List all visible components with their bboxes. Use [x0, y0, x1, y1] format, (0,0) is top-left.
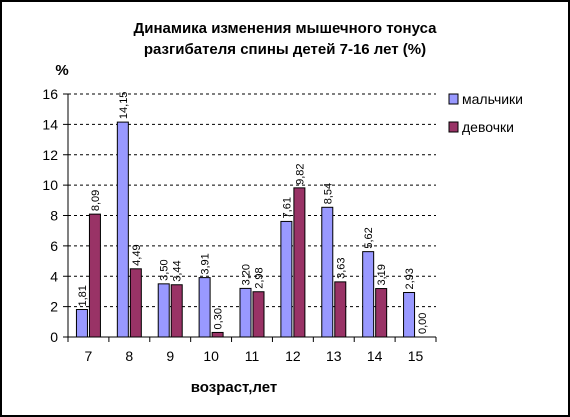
y-tick-label: 2: [50, 299, 58, 315]
data-label-boys-10: 3,91: [200, 253, 212, 274]
x-tick-label: 13: [326, 348, 342, 364]
legend-label-boys: мальчики: [462, 91, 523, 107]
bar-boys-7: [75, 309, 88, 338]
y-tick-label: 8: [50, 208, 58, 224]
x-tick-labels: 7 8 9 10 11 12 13 14 15: [85, 348, 424, 364]
bar-boys-11: [239, 287, 252, 338]
bar-girls-11: [252, 291, 265, 338]
legend: мальчики девочки: [448, 91, 523, 135]
x-tick-label: 12: [285, 348, 301, 364]
data-label-girls-13: 3,63: [335, 257, 347, 278]
data-label-girls-15: 0,00: [417, 313, 429, 334]
data-label-boys-12: 7,61: [281, 197, 293, 218]
data-label-girls-7: 8,09: [90, 190, 102, 211]
bar-girls-10: [211, 331, 224, 338]
data-label-boys-7: 1,81: [77, 285, 89, 306]
x-tick-label: 15: [408, 348, 424, 364]
bar-boys-13: [321, 206, 334, 338]
axes: [63, 93, 437, 342]
x-tick-label: 11: [245, 348, 260, 364]
bar-girls-12: [293, 187, 306, 338]
y-tick-label: 12: [42, 147, 58, 163]
x-tick-label: 7: [85, 348, 93, 364]
y-tick-label: 6: [50, 238, 58, 254]
legend-swatch-girls: [448, 121, 459, 133]
bar-boys-10: [198, 277, 211, 338]
bar-girls-9: [170, 284, 183, 338]
data-label-girls-9: 3,44: [172, 260, 184, 281]
x-tick-label: 10: [203, 348, 219, 364]
data-label-boys-9: 3,50: [159, 259, 171, 280]
bar-girls-8: [129, 268, 142, 338]
bar-boys-14: [362, 251, 375, 338]
x-tick-label: 14: [367, 348, 383, 364]
x-tick-label: 8: [125, 348, 133, 364]
y-tick-label: 16: [42, 86, 58, 102]
bar-boys-9: [157, 283, 170, 338]
data-label-girls-12: 9,82: [294, 163, 306, 184]
y-axis-label: %: [55, 62, 68, 79]
y-tick-labels: 0 2 4 6 8 10 12 14 16: [42, 86, 58, 345]
data-label-boys-13: 8,54: [322, 183, 334, 204]
data-label-boys-15: 2,93: [404, 268, 416, 289]
data-label-boys-11: 3,20: [241, 264, 253, 285]
gridlines: [68, 93, 436, 308]
legend-label-girls: девочки: [462, 119, 514, 135]
legend-swatch-boys: [448, 93, 459, 105]
x-tick-label: 9: [166, 348, 174, 364]
chart-title: Динамика изменения мышечного тонуса: [134, 20, 438, 37]
y-tick-label: 10: [42, 177, 58, 193]
y-tick-label: 0: [50, 329, 58, 345]
bar-girls-7: [88, 213, 101, 338]
bars-group: [75, 121, 416, 338]
data-label-girls-14: 3,19: [376, 264, 388, 285]
bar-girls-13: [334, 281, 347, 338]
data-label-boys-14: 5,62: [363, 227, 375, 248]
data-label-girls-10: 0,30: [213, 308, 225, 329]
y-tick-label: 14: [42, 116, 58, 132]
data-label-girls-8: 4,49: [131, 244, 143, 265]
bar-girls-14: [375, 288, 388, 338]
data-label-boys-8: 14,15: [118, 92, 130, 120]
y-tick-label: 4: [50, 268, 58, 284]
x-axis-label: возраст,лет: [191, 379, 278, 396]
chart-subtitle: разгибателя спины детей 7-16 лет (%): [144, 41, 426, 58]
bar-boys-15: [403, 292, 416, 338]
data-label-girls-11: 2,98: [254, 267, 266, 288]
bar-boys-8: [116, 121, 129, 338]
bar-boys-12: [280, 220, 293, 338]
